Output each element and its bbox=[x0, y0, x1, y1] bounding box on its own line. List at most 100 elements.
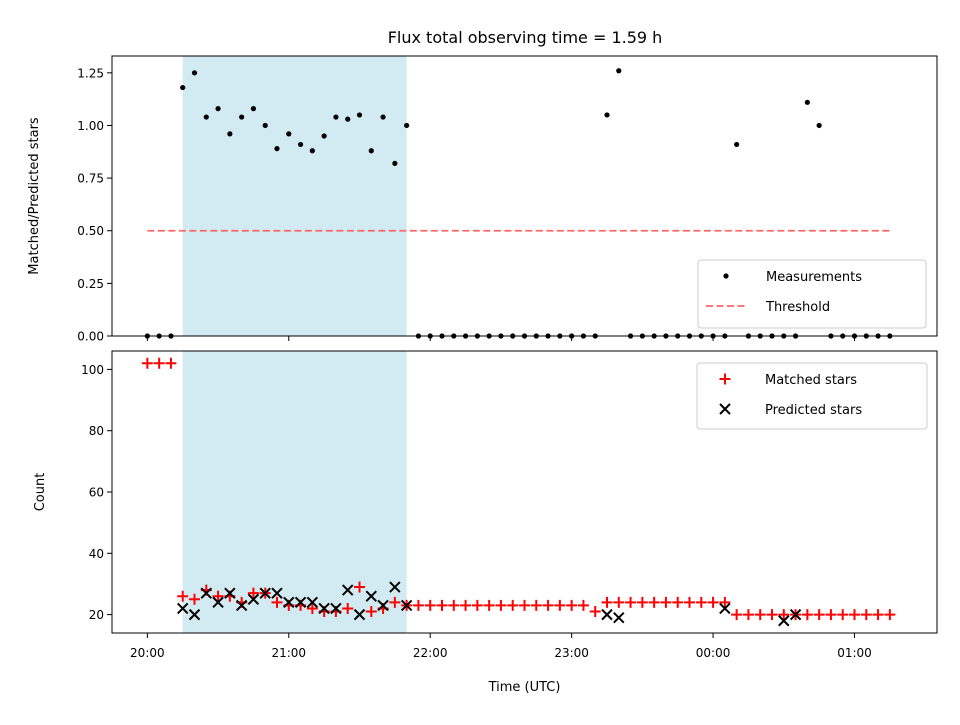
matched-star-point bbox=[153, 357, 165, 369]
predicted-star-point bbox=[389, 581, 401, 593]
bottom-shaded-interval bbox=[182, 351, 407, 633]
matched-star-point bbox=[625, 596, 637, 608]
predicted-stars-points bbox=[177, 581, 802, 627]
matched-star-point bbox=[460, 599, 472, 611]
predicted-star-point bbox=[353, 608, 366, 621]
x-tick-label: 23:00 bbox=[554, 646, 589, 660]
matched-star-point bbox=[141, 357, 153, 369]
measurement-point bbox=[380, 114, 386, 120]
matched-star-point bbox=[271, 596, 283, 608]
measurement-point bbox=[227, 131, 233, 137]
legend-dot-icon bbox=[723, 273, 729, 279]
top-frame bbox=[111, 55, 938, 337]
matched-star-point bbox=[684, 596, 695, 608]
matched-star-point bbox=[884, 609, 896, 621]
matched-star-point bbox=[601, 596, 613, 608]
legend-box bbox=[697, 259, 927, 329]
x-tick-label: 21:00 bbox=[271, 646, 306, 660]
predicted-star-point bbox=[789, 608, 802, 621]
predicted-star-point bbox=[306, 596, 319, 609]
y-tick-label: 40 bbox=[89, 547, 104, 561]
matched-star-point bbox=[424, 599, 436, 611]
x-axis-label: Time (UTC) bbox=[488, 680, 561, 695]
legend-box bbox=[696, 362, 928, 430]
y-tick-label: 0.75 bbox=[77, 172, 104, 186]
matched-star-point bbox=[766, 609, 778, 621]
predicted-star-point bbox=[224, 587, 236, 599]
matched-star-point bbox=[849, 609, 860, 621]
predicted-star-point bbox=[212, 596, 224, 609]
predicted-star-point bbox=[188, 608, 201, 621]
legend-label: Predicted stars bbox=[765, 403, 862, 418]
legend-label: Measurements bbox=[766, 270, 862, 285]
matched-star-point bbox=[577, 599, 589, 611]
matched-star-point bbox=[813, 609, 825, 621]
matched-star-point bbox=[554, 599, 566, 611]
legend-label: Threshold bbox=[765, 300, 830, 315]
measurement-point bbox=[356, 112, 363, 118]
top-y-axis-label: Matched/Predicted stars bbox=[27, 117, 42, 275]
y-tick-label: 0.50 bbox=[77, 224, 104, 238]
measurement-point bbox=[297, 141, 304, 148]
predicted-star-point bbox=[247, 593, 260, 605]
matched-star-point bbox=[165, 357, 177, 369]
matched-star-point bbox=[342, 602, 354, 614]
matched-star-point bbox=[495, 599, 507, 611]
y-tick-label: 20 bbox=[89, 608, 104, 622]
predicted-star-point bbox=[719, 602, 731, 615]
measurement-point bbox=[368, 148, 374, 154]
bottom-panel: 20 40 60 80 100 20:00 21:00 22:00 23:00 00:00 01:… bbox=[33, 350, 938, 695]
measurement-point bbox=[392, 160, 398, 166]
top-shaded-interval bbox=[182, 56, 407, 336]
measurement-point bbox=[274, 146, 280, 152]
matched-star-point bbox=[247, 587, 259, 599]
measurement-point bbox=[250, 106, 257, 112]
predicted-star-point bbox=[259, 587, 271, 599]
matched-star-point bbox=[660, 596, 672, 608]
matched-star-point bbox=[801, 609, 813, 621]
matched-star-point bbox=[778, 609, 790, 621]
matched-star-point bbox=[754, 609, 766, 621]
matched-star-point bbox=[589, 606, 601, 618]
top-x-ticks bbox=[146, 336, 855, 341]
predicted-star-point bbox=[200, 587, 212, 599]
matched-star-point bbox=[566, 599, 578, 611]
matched-star-point bbox=[860, 609, 872, 621]
measurement-point bbox=[180, 84, 186, 91]
measurement-point bbox=[604, 112, 610, 118]
measurement-point bbox=[309, 148, 315, 154]
measurement-point bbox=[616, 68, 622, 74]
y-tick-label: 1.00 bbox=[77, 119, 104, 133]
y-tick-label: 80 bbox=[89, 424, 104, 438]
top-y-ticks: 0.00 0.25 0.50 0.75 1.00 1.25 bbox=[77, 66, 112, 344]
bottom-y-axis-label: Count bbox=[33, 473, 48, 512]
matched-star-point bbox=[212, 590, 224, 602]
matched-star-point bbox=[471, 599, 483, 611]
matched-star-point bbox=[519, 599, 530, 611]
measurement-point bbox=[191, 70, 198, 76]
predicted-star-point bbox=[342, 584, 354, 596]
y-tick-label: 1.25 bbox=[77, 66, 104, 80]
top-panel: 0.00 0.25 0.50 0.75 1.00 1.25 Matched/Predict… bbox=[27, 55, 938, 344]
matched-star-point bbox=[483, 599, 495, 611]
matched-star-point bbox=[613, 596, 625, 608]
measurement-point bbox=[404, 122, 410, 129]
top-legend: Measurements Threshold bbox=[697, 259, 927, 329]
predicted-star-point bbox=[318, 602, 330, 615]
measurement-point bbox=[286, 131, 292, 137]
predicted-star-point bbox=[365, 590, 377, 602]
x-tick-label: 20:00 bbox=[130, 646, 165, 660]
matched-star-point bbox=[530, 599, 542, 611]
matched-star-point bbox=[648, 596, 660, 608]
measurement-point bbox=[816, 122, 822, 129]
predicted-star-point bbox=[283, 596, 295, 609]
measurement-point bbox=[215, 106, 221, 112]
matched-star-point bbox=[742, 609, 754, 621]
legend-label: Matched stars bbox=[765, 373, 857, 388]
matched-star-point bbox=[825, 609, 837, 621]
measurement-point bbox=[333, 114, 339, 120]
predicted-star-point bbox=[400, 599, 413, 612]
measurement-point bbox=[804, 99, 810, 105]
predicted-star-point bbox=[235, 599, 248, 612]
